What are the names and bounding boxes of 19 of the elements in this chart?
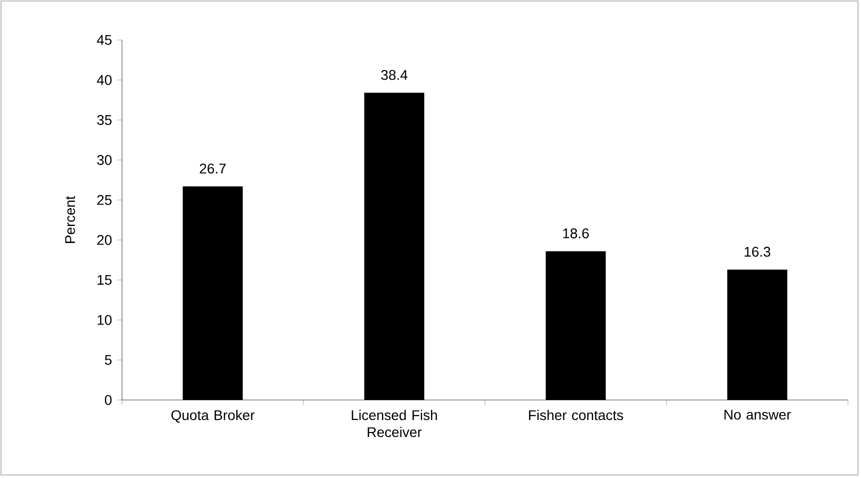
data-label: 18.6 (563, 228, 589, 238)
y-tick-label: 0 (104, 395, 112, 405)
y-tick-label: 30 (97, 155, 112, 165)
y-tick-label: 20 (97, 235, 112, 245)
y-tick-label: 35 (97, 115, 112, 125)
x-tick-label: No answer (724, 410, 791, 420)
y-tick-label: 10 (98, 315, 112, 325)
y-tick-label: 5 (104, 355, 112, 365)
data-label: 16.3 (744, 246, 770, 257)
data-label: 26.7 (200, 164, 226, 174)
y-tick-label: 45 (96, 35, 112, 45)
y-tick-label: 15 (98, 275, 112, 285)
y-axis-title: Percent (65, 196, 76, 243)
x-tick-label: Fisher contacts (529, 410, 624, 420)
x-tick-label: Licensed Fish Receiver (352, 410, 437, 438)
y-tick-label: 40 (96, 75, 112, 85)
data-label: 38.4 (381, 70, 408, 80)
x-tick-label: Quota Broker (171, 410, 255, 423)
y-tick-label: 25 (97, 195, 112, 205)
